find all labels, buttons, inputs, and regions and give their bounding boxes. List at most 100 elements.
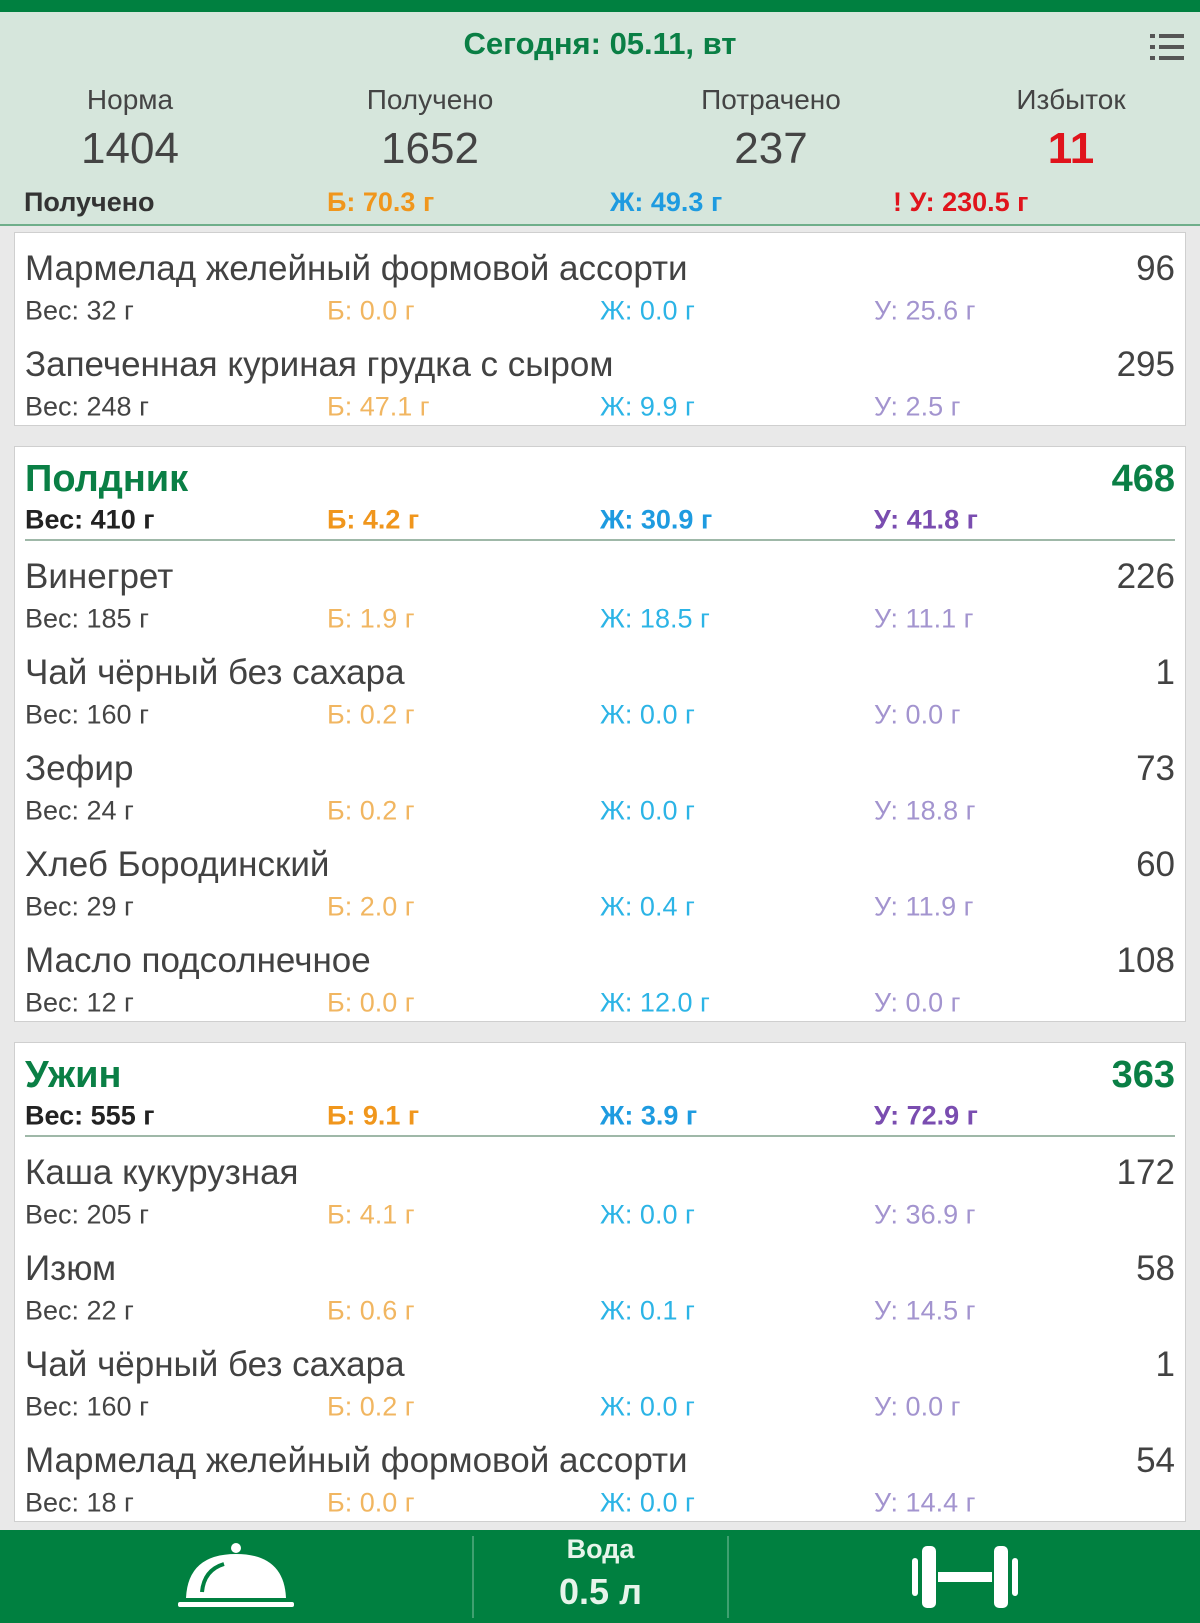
food-name: Винегрет bbox=[25, 557, 174, 596]
food-kcal: 226 bbox=[1116, 557, 1175, 596]
protein: Б: 2.0 г bbox=[327, 891, 415, 922]
protein: Б: 0.2 г bbox=[327, 795, 415, 826]
fat: Ж: 12.0 г bbox=[600, 987, 710, 1018]
protein: Б: 0.6 г bbox=[327, 1295, 415, 1326]
meal-list[interactable]: Мармелад желейный формовой ассорти 96 Вес… bbox=[14, 232, 1186, 1542]
food-name: Хлеб Бородинский bbox=[25, 845, 330, 884]
meal-kcal: 468 bbox=[1111, 457, 1175, 500]
protein: Б: 9.1 г bbox=[327, 1100, 420, 1131]
food-item[interactable]: Винегрет 226 Вес: 185 г Б: 1.9 г Ж: 18.5 … bbox=[15, 541, 1185, 637]
macros-fat: Ж: 49.3 г bbox=[610, 187, 723, 217]
carbs: У: 0.0 г bbox=[874, 987, 961, 1018]
macros-line: Вес: 205 г Б: 4.1 г Ж: 0.0 г У: 36.9 г bbox=[25, 1197, 1175, 1233]
water-button[interactable]: Вода 0.5 л bbox=[473, 1530, 728, 1613]
protein: Б: 0.0 г bbox=[327, 295, 415, 326]
food-item[interactable]: Масло подсолнечное 108 Вес: 12 г Б: 0.0 г… bbox=[15, 925, 1185, 1021]
food-kcal: 172 bbox=[1116, 1153, 1175, 1192]
macros-line: Вес: 24 г Б: 0.2 г Ж: 0.0 г У: 18.8 г bbox=[25, 793, 1175, 829]
weight: Вес: 29 г bbox=[25, 891, 134, 922]
macros-carbs: ! У: 230.5 г bbox=[893, 187, 1029, 217]
macros-line: Вес: 32 г Б: 0.0 г Ж: 0.0 г У: 25.6 г bbox=[25, 293, 1175, 329]
carbs: У: 41.8 г bbox=[874, 504, 978, 535]
food-item[interactable]: Чай чёрный без сахара 1 Вес: 160 г Б: 0.2… bbox=[15, 637, 1185, 733]
food-kcal: 54 bbox=[1136, 1441, 1175, 1480]
food-name: Чай чёрный без сахара bbox=[25, 1345, 405, 1384]
fat: Ж: 0.0 г bbox=[600, 1487, 695, 1518]
food-item[interactable]: Запеченная куриная грудка с сыром 295 Вес… bbox=[15, 329, 1185, 425]
weight: Вес: 248 г bbox=[25, 391, 149, 422]
meal-header[interactable]: Полдник 468 Вес: 410 г Б: 4.2 г Ж: 30.9 г… bbox=[15, 447, 1185, 541]
food-item[interactable]: Мармелад желейный формовой ассорти 96 Вес… bbox=[15, 233, 1185, 329]
food-kcal: 108 bbox=[1116, 941, 1175, 980]
protein: Б: 0.0 г bbox=[327, 1487, 415, 1518]
protein: Б: 4.1 г bbox=[327, 1199, 415, 1230]
food-kcal: 1 bbox=[1155, 653, 1175, 692]
food-item[interactable]: Мармелад желейный формовой ассорти 54 Вес… bbox=[15, 1425, 1185, 1521]
date-title[interactable]: Сегодня: 05.11, вт bbox=[463, 26, 737, 61]
cloche-icon[interactable] bbox=[178, 1542, 294, 1610]
macros-line: Вес: 248 г Б: 47.1 г Ж: 9.9 г У: 2.5 г bbox=[25, 389, 1175, 425]
meal-header[interactable]: Ужин 363 Вес: 555 г Б: 9.1 г Ж: 3.9 г У: … bbox=[15, 1043, 1185, 1137]
list-icon[interactable] bbox=[1150, 32, 1184, 62]
water-value: 0.5 л bbox=[559, 1571, 642, 1612]
food-kcal: 58 bbox=[1136, 1249, 1175, 1288]
macros-line: Вес: 12 г Б: 0.0 г Ж: 12.0 г У: 0.0 г bbox=[25, 985, 1175, 1021]
carbs: У: 25.6 г bbox=[874, 295, 976, 326]
food-name: Изюм bbox=[25, 1249, 117, 1288]
fat: Ж: 0.0 г bbox=[600, 795, 695, 826]
dumbbell-icon[interactable] bbox=[912, 1546, 1018, 1608]
meal-kcal: 363 bbox=[1111, 1053, 1175, 1096]
meal-title: Ужин bbox=[25, 1053, 122, 1096]
food-kcal: 1 bbox=[1155, 1345, 1175, 1384]
carbs: У: 14.5 г bbox=[874, 1295, 976, 1326]
carbs: У: 11.9 г bbox=[874, 891, 974, 922]
food-name: Запеченная куриная грудка с сыром bbox=[25, 345, 614, 384]
fat: Ж: 0.0 г bbox=[600, 295, 695, 326]
fat: Ж: 9.9 г bbox=[600, 391, 695, 422]
weight: Вес: 24 г bbox=[25, 795, 134, 826]
food-item[interactable]: Каша кукурузная 172 Вес: 205 г Б: 4.1 г Ж… bbox=[15, 1137, 1185, 1233]
food-item[interactable]: Хлеб Бородинский 60 Вес: 29 г Б: 2.0 г Ж:… bbox=[15, 829, 1185, 925]
carbs: У: 11.1 г bbox=[874, 603, 974, 634]
macros-line: Вес: 185 г Б: 1.9 г Ж: 18.5 г У: 11.1 г bbox=[25, 601, 1175, 637]
nav-divider bbox=[727, 1536, 729, 1618]
fat: Ж: 0.0 г bbox=[600, 699, 695, 730]
meal-card: Ужин 363 Вес: 555 г Б: 9.1 г Ж: 3.9 г У: … bbox=[14, 1042, 1186, 1522]
fat: Ж: 30.9 г bbox=[600, 504, 713, 535]
meal-card: Мармелад желейный формовой ассорти 96 Вес… bbox=[14, 232, 1186, 426]
food-name: Мармелад желейный формовой ассорти bbox=[25, 1441, 688, 1480]
weight: Вес: 160 г bbox=[25, 1391, 149, 1422]
food-kcal: 96 bbox=[1136, 249, 1175, 288]
weight: Вес: 185 г bbox=[25, 603, 149, 634]
carbs: У: 0.0 г bbox=[874, 699, 961, 730]
food-name: Чай чёрный без сахара bbox=[25, 653, 405, 692]
status-bar bbox=[0, 0, 1200, 12]
weight: Вес: 205 г bbox=[25, 1199, 149, 1230]
food-kcal: 295 bbox=[1116, 345, 1175, 384]
macros-line: Вес: 555 г Б: 9.1 г Ж: 3.9 г У: 72.9 г bbox=[25, 1097, 1175, 1137]
macros-line: Вес: 410 г Б: 4.2 г Ж: 30.9 г У: 41.8 г bbox=[25, 501, 1175, 541]
food-kcal: 60 bbox=[1136, 845, 1175, 884]
weight: Вес: 160 г bbox=[25, 699, 149, 730]
fat: Ж: 0.0 г bbox=[600, 1199, 695, 1230]
macros-line: Вес: 22 г Б: 0.6 г Ж: 0.1 г У: 14.5 г bbox=[25, 1293, 1175, 1329]
weight: Вес: 32 г bbox=[25, 295, 134, 326]
food-item[interactable]: Чай чёрный без сахара 1 Вес: 160 г Б: 0.2… bbox=[15, 1329, 1185, 1425]
food-name: Каша кукурузная bbox=[25, 1153, 299, 1192]
food-item[interactable]: Изюм 58 Вес: 22 г Б: 0.6 г Ж: 0.1 г У: 14… bbox=[15, 1233, 1185, 1329]
fat: Ж: 3.9 г bbox=[600, 1100, 698, 1131]
weight: Вес: 18 г bbox=[25, 1487, 134, 1518]
bottom-nav: Вода 0.5 л bbox=[0, 1530, 1200, 1623]
protein: Б: 0.2 г bbox=[327, 1391, 415, 1422]
food-item[interactable]: Зефир 73 Вес: 24 г Б: 0.2 г Ж: 0.0 г У: 1… bbox=[15, 733, 1185, 829]
carbs: У: 18.8 г bbox=[874, 795, 976, 826]
weight: Вес: 410 г bbox=[25, 504, 155, 535]
carbs: У: 2.5 г bbox=[874, 391, 961, 422]
protein: Б: 1.9 г bbox=[327, 603, 415, 634]
food-kcal: 73 bbox=[1136, 749, 1175, 788]
macros-line: Вес: 29 г Б: 2.0 г Ж: 0.4 г У: 11.9 г bbox=[25, 889, 1175, 925]
protein: Б: 0.2 г bbox=[327, 699, 415, 730]
weight: Вес: 555 г bbox=[25, 1100, 155, 1131]
protein: Б: 4.2 г bbox=[327, 504, 420, 535]
fat: Ж: 0.4 г bbox=[600, 891, 695, 922]
